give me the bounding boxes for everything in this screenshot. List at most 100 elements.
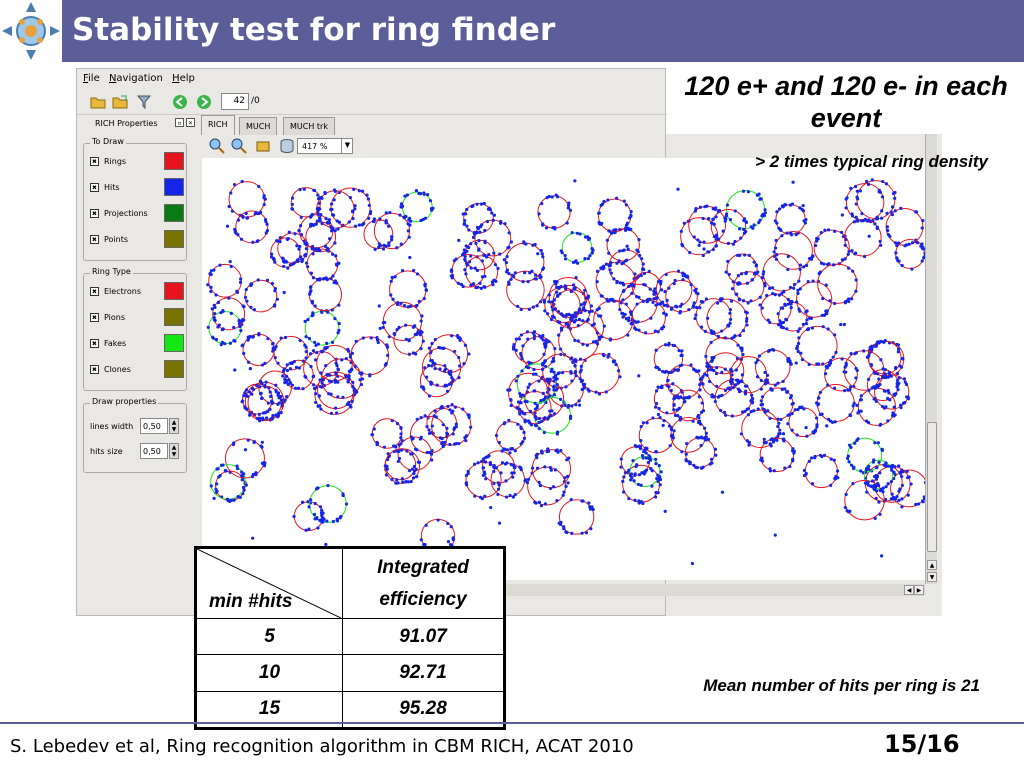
checkbox-points[interactable]: ✖	[90, 235, 99, 244]
zoom-out-icon[interactable]	[231, 138, 247, 154]
hit	[399, 301, 403, 305]
lines-width-input[interactable]: 0,50	[140, 418, 168, 434]
header-label: Integrated	[377, 556, 469, 578]
hit	[517, 407, 521, 411]
reset-view-icon[interactable]	[279, 138, 295, 154]
hit	[522, 240, 526, 244]
hit	[369, 336, 373, 340]
hit	[824, 372, 828, 376]
hit	[662, 311, 666, 315]
hit	[383, 464, 387, 468]
hit	[233, 339, 237, 343]
hit	[399, 432, 403, 436]
hit	[494, 279, 498, 283]
scroll-left-icon[interactable]: ◀	[904, 585, 914, 595]
open-file-icon[interactable]	[111, 93, 129, 111]
scrollbar-thumb[interactable]	[927, 422, 937, 552]
checkbox-rings[interactable]: ✖	[90, 157, 99, 166]
hit	[335, 519, 340, 523]
hit	[715, 384, 719, 388]
color-swatch[interactable]	[164, 152, 184, 170]
hit	[209, 484, 213, 488]
checkbox-projections[interactable]: ✖	[90, 209, 99, 218]
hit	[587, 389, 591, 393]
noise-hit	[457, 238, 461, 242]
lines-width-stepper[interactable]: ▲ ▼	[169, 418, 179, 434]
hit	[269, 255, 274, 259]
menu-file[interactable]: File	[83, 73, 100, 84]
hit	[445, 426, 449, 430]
event-heading: 120 e+ and 120 e- in each event	[684, 71, 1008, 133]
open-folder-icon[interactable]	[89, 93, 107, 111]
checkbox-hits[interactable]: ✖	[90, 183, 99, 192]
tab-much[interactable]: MUCH	[239, 117, 278, 135]
hit	[531, 372, 536, 376]
hit	[872, 397, 876, 401]
chevron-down-icon[interactable]: ▼	[341, 138, 353, 154]
color-swatch[interactable]	[164, 178, 184, 196]
hit	[452, 259, 456, 263]
color-swatch[interactable]	[164, 230, 184, 248]
color-swatch[interactable]	[164, 308, 184, 326]
hit	[423, 366, 427, 370]
hit	[914, 502, 918, 506]
vertical-scrollbar[interactable]: ▲ ▼	[925, 134, 937, 584]
hit	[271, 341, 275, 346]
fit-view-icon[interactable]	[255, 138, 271, 154]
hit	[264, 380, 268, 384]
hits-size-stepper[interactable]: ▲ ▼	[169, 443, 179, 459]
event-display-canvas[interactable]	[202, 158, 925, 580]
hit	[284, 260, 288, 264]
checkbox-fakes[interactable]: ✖	[90, 339, 99, 348]
hit	[840, 357, 844, 361]
hit	[745, 439, 749, 443]
color-swatch[interactable]	[164, 334, 184, 352]
checkbox-clones[interactable]: ✖	[90, 365, 99, 374]
checkbox-pions[interactable]: ✖	[90, 313, 99, 322]
event-number-input[interactable]: 42	[221, 93, 249, 110]
scroll-right-icon[interactable]: ▶	[914, 585, 924, 595]
hit	[221, 463, 225, 467]
hit	[858, 398, 863, 402]
next-event-icon[interactable]	[195, 93, 213, 111]
title-bar	[62, 0, 1024, 62]
hits-size-input[interactable]: 0,50	[140, 443, 168, 459]
hit	[613, 230, 617, 235]
tab-rich[interactable]: RICH	[201, 115, 235, 135]
previous-event-icon[interactable]	[171, 93, 189, 111]
hit	[325, 519, 329, 523]
tab-much-trk[interactable]: MUCH trk	[283, 117, 335, 135]
color-swatch[interactable]	[164, 204, 184, 222]
hit	[581, 382, 585, 387]
scroll-up-icon[interactable]: ▲	[927, 560, 937, 570]
noise-hit	[804, 426, 808, 430]
menu-help[interactable]: Help	[172, 73, 195, 84]
option-label: Hits	[104, 183, 120, 192]
hit	[541, 338, 545, 342]
hit	[406, 229, 410, 233]
checkbox-electrons[interactable]: ✖	[90, 287, 99, 296]
hit	[537, 427, 541, 431]
hit	[297, 229, 301, 233]
hit	[534, 277, 538, 281]
hit	[705, 364, 709, 368]
hit	[725, 203, 729, 207]
hit	[557, 371, 561, 375]
scroll-down-icon[interactable]: ▼	[927, 572, 937, 582]
hit	[846, 252, 850, 256]
hit	[453, 405, 457, 409]
filter-icon[interactable]	[135, 93, 153, 111]
hit	[408, 304, 413, 308]
zoom-level-select[interactable]: 417 %	[297, 138, 353, 154]
hit	[742, 231, 747, 235]
hit	[824, 364, 828, 369]
color-swatch[interactable]	[164, 282, 184, 300]
close-icon[interactable]: ×	[186, 118, 195, 127]
hit	[606, 355, 610, 359]
color-swatch[interactable]	[164, 360, 184, 378]
zoom-in-icon[interactable]	[209, 138, 225, 154]
float-panel-icon[interactable]: ▫	[175, 118, 184, 127]
menu-navigation[interactable]: Navigation	[108, 73, 163, 84]
hit	[874, 399, 878, 403]
hit	[892, 476, 896, 481]
